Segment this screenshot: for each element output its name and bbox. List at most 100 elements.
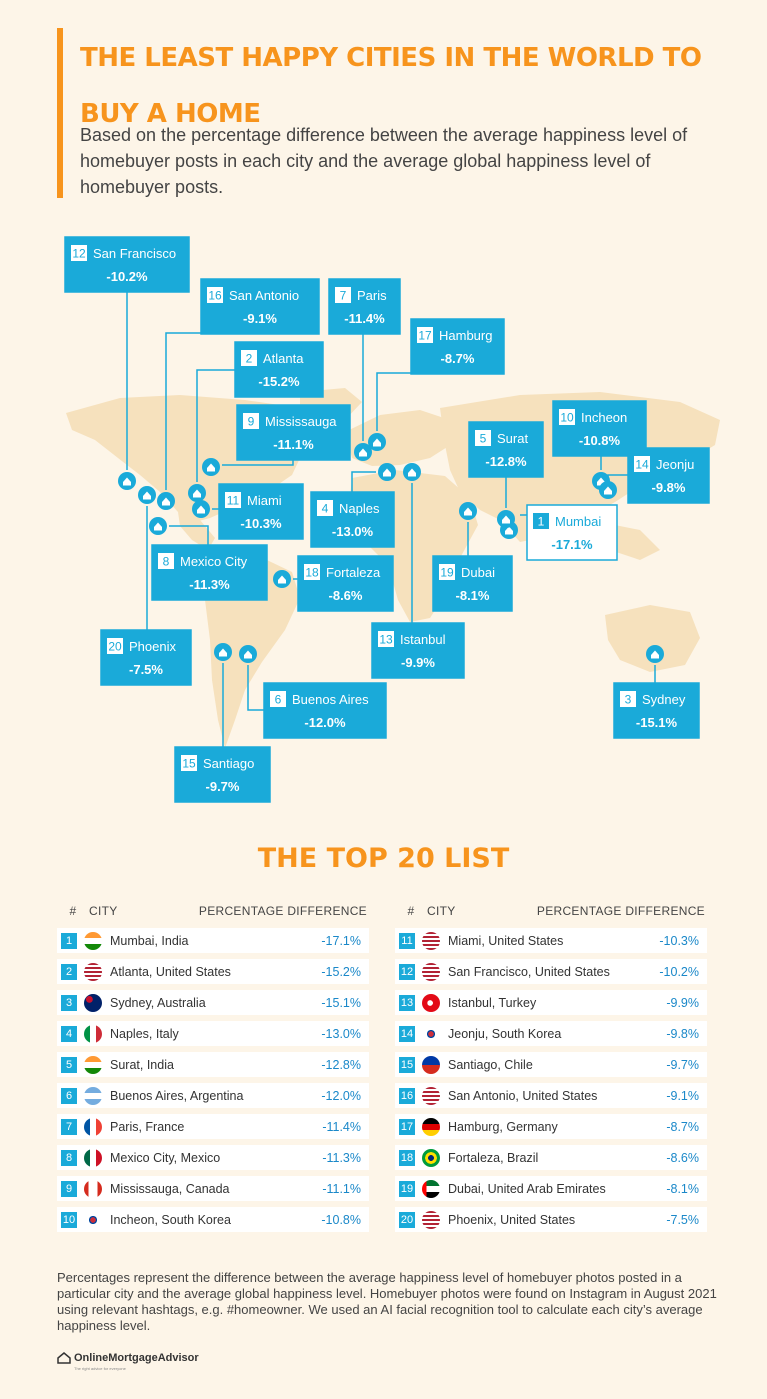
- rank-number: 5: [480, 432, 487, 446]
- percentage-cell: -15.1%: [321, 995, 361, 1010]
- rank-badge: [417, 327, 433, 343]
- percentage-cell: -8.1%: [666, 1181, 699, 1196]
- percentage-cell: -12.0%: [321, 1088, 361, 1103]
- brand-logo: OnlineMortgageAdvisor: [57, 1352, 199, 1364]
- column-rank-header: #: [69, 904, 77, 918]
- rank-number: 2: [246, 352, 253, 366]
- rank-badge: 16: [399, 1087, 415, 1104]
- city-name: Santiago: [203, 756, 254, 771]
- city-name: Dubai: [461, 565, 495, 580]
- city-label-mexico-city: 8 Mexico City -11.3%: [151, 544, 268, 601]
- city-name: Atlanta: [263, 351, 304, 366]
- city-cell: Surat, India: [110, 1057, 174, 1072]
- usa-flag-icon: [84, 962, 102, 981]
- rank-badge: [559, 409, 575, 425]
- city-cell: Paris, France: [110, 1119, 185, 1134]
- percentage-value: -10.2%: [106, 269, 148, 284]
- city-label-mumbai: 1 Mumbai -17.1%: [526, 504, 618, 561]
- rank-number: 10: [560, 411, 574, 425]
- brand-name: OnlineMortgageAdvisor: [74, 1352, 199, 1364]
- home-marker-icon: [149, 517, 167, 535]
- percentage-cell: -8.6%: [666, 1150, 699, 1165]
- rank-number: 11: [227, 494, 240, 508]
- city-label-buenos-aires: 6 Buenos Aires -12.0%: [263, 682, 387, 739]
- table-row: 11 Miami, United States -10.3%: [395, 928, 707, 953]
- rank-badge: 8: [61, 1149, 77, 1166]
- city-label-fortaleza: 18 Fortaleza -8.6%: [297, 555, 394, 612]
- percentage-value: -9.7%: [206, 779, 240, 794]
- city-label-mississauga: 9 Mississauga -11.1%: [236, 404, 351, 461]
- city-cell: Mississauga, Canada: [110, 1181, 230, 1196]
- city-cell: Sydney, Australia: [110, 995, 206, 1010]
- argentina-flag-icon: [84, 1086, 102, 1105]
- city-label-hamburg: 17 Hamburg -8.7%: [410, 318, 505, 375]
- column-rank-header: #: [407, 904, 415, 918]
- rank-number: 15: [182, 757, 196, 771]
- city-name: Mumbai: [555, 514, 601, 529]
- city-label-sydney: 3 Sydney -15.1%: [613, 682, 700, 739]
- table-row: 4 Naples, Italy -13.0%: [57, 1021, 369, 1046]
- rank-badge: 7: [61, 1118, 77, 1135]
- rank-number: 4: [322, 502, 329, 516]
- city-label-istanbul: 13 Istanbul -9.9%: [371, 622, 465, 679]
- page-title: THE LEAST HAPPY CITIES IN THE WORLD TO B…: [80, 43, 702, 129]
- table-row: 3 Sydney, Australia -15.1%: [57, 990, 369, 1015]
- column-city-header: CITY: [427, 904, 456, 918]
- table-row: 10 Incheon, South Korea -10.8%: [57, 1207, 369, 1232]
- rank-badge: [335, 287, 351, 303]
- home-marker-icon: [368, 433, 386, 451]
- table-row: 5 Surat, India -12.8%: [57, 1052, 369, 1077]
- city-name: Sydney: [642, 692, 686, 707]
- percentage-cell: -9.9%: [666, 995, 699, 1010]
- table-row: 20 Phoenix, United States -7.5%: [395, 1207, 707, 1232]
- city-label-surat: 5 Surat -12.8%: [468, 421, 544, 478]
- city-label-phoenix: 20 Phoenix -7.5%: [100, 629, 192, 686]
- leader-line-mexico-city: [169, 525, 209, 545]
- rank-number: 7: [340, 289, 347, 303]
- rank-table-right: # CITY PERCENTAGE DIFFERENCE 11 Miami, Un…: [395, 900, 707, 1232]
- percentage-cell: -17.1%: [321, 933, 361, 948]
- table-row: 14 Jeonju, South Korea -9.8%: [395, 1021, 707, 1046]
- column-percentage-header: PERCENTAGE DIFFERENCE: [536, 904, 705, 918]
- rank-number: 19: [440, 566, 454, 580]
- europe-shape: [345, 410, 455, 466]
- rank-number: 8: [163, 555, 170, 569]
- table-row: 9 Mississauga, Canada -11.1%: [57, 1176, 369, 1201]
- rank-badge: [475, 430, 491, 446]
- home-marker-icon: [188, 484, 206, 502]
- percentage-value: -8.1%: [456, 588, 490, 603]
- percentage-cell: -10.3%: [659, 933, 699, 948]
- percentage-value: -9.1%: [243, 311, 277, 326]
- city-name: Phoenix: [129, 639, 176, 654]
- brand-tagline: The right advice for everyone: [74, 1366, 126, 1371]
- city-label-jeonju: 14 Jeonju -9.8%: [627, 447, 710, 504]
- table-row: 18 Fortaleza, Brazil -8.6%: [395, 1145, 707, 1170]
- city-name: Jeonju: [656, 457, 694, 472]
- percentage-value: -12.0%: [304, 715, 346, 730]
- rank-number: 20: [108, 640, 122, 654]
- percentage-value: -12.8%: [485, 454, 527, 469]
- city-cell: Naples, Italy: [110, 1026, 179, 1041]
- home-marker-icon: [157, 492, 175, 510]
- list-title: THE TOP 20 LIST: [257, 843, 510, 874]
- percentage-cell: -9.1%: [666, 1088, 699, 1103]
- rank-badge: [378, 631, 394, 647]
- percentage-cell: -9.7%: [666, 1057, 699, 1072]
- city-label-naples: 4 Naples -13.0%: [310, 491, 395, 548]
- house-logo-icon: [57, 1352, 71, 1364]
- table-row: 1 Mumbai, India -17.1%: [57, 928, 369, 953]
- france-flag-icon: [84, 1117, 102, 1136]
- leader-line-atlanta: [196, 369, 235, 482]
- leader-line-mississauga: [222, 459, 294, 466]
- australia-flag-icon: [84, 993, 102, 1012]
- mexico-flag-icon: [84, 1148, 102, 1167]
- percentage-cell: -8.7%: [666, 1119, 699, 1134]
- rank-badge: [634, 456, 650, 472]
- city-cell: Jeonju, South Korea: [448, 1026, 562, 1041]
- turkey-flag-icon: [422, 993, 440, 1012]
- rank-table-left: # CITY PERCENTAGE DIFFERENCE 1 Mumbai, In…: [57, 900, 369, 1232]
- canada-flag-icon: [84, 1179, 102, 1198]
- city-cell: Phoenix, United States: [448, 1212, 576, 1227]
- percentage-value: -17.1%: [551, 537, 593, 552]
- rank-badge: [181, 755, 197, 771]
